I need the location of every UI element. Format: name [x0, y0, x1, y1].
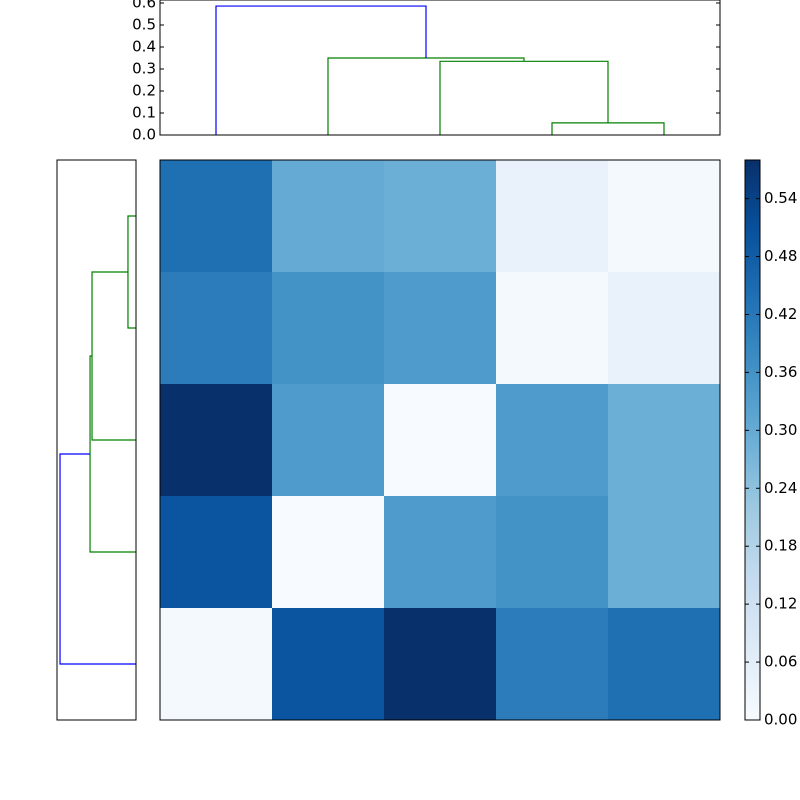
- heatmap-cell: [384, 608, 497, 721]
- axes-frame: [159, 159, 721, 721]
- dendrogram-link: [89, 355, 136, 553]
- dendrogram-link: [327, 57, 525, 135]
- dendrogram-link: [439, 60, 609, 135]
- y-tick-label: 0.4: [132, 38, 156, 56]
- heatmap-cell: [160, 496, 273, 609]
- heatmap-cell: [384, 496, 497, 609]
- y-tick-label: 0.2: [132, 82, 156, 100]
- heatmap-cell: [272, 608, 385, 721]
- axes-frame: [159, 0, 721, 136]
- y-tick-label: 0.6: [132, 0, 156, 12]
- heatmap-cell: [272, 496, 385, 609]
- colorbar-tick-label: 0.06: [764, 653, 797, 671]
- dendrogram-link: [91, 271, 136, 441]
- colorbar-tick-label: 0.54: [764, 189, 797, 207]
- y-tick-label: 0.0: [132, 126, 156, 144]
- colorbar-tick-label: 0.24: [764, 479, 797, 497]
- heatmap-cell: [496, 608, 609, 721]
- heatmap-cell: [496, 384, 609, 497]
- heatmap-cell: [160, 384, 273, 497]
- heatmap-cell: [272, 384, 385, 497]
- heatmap-cell: [608, 272, 721, 385]
- y-tick-label: 0.1: [132, 104, 156, 122]
- heatmap-cell: [496, 272, 609, 385]
- colorbar-tick-label: 0.48: [764, 247, 797, 265]
- heatmap-cell: [608, 384, 721, 497]
- heatmap-cell: [608, 608, 721, 721]
- heatmap-cell: [272, 272, 385, 385]
- heatmap-cell: [496, 496, 609, 609]
- colorbar-tick-label: 0.36: [764, 363, 797, 381]
- y-tick-label: 0.3: [132, 60, 156, 78]
- heatmap-cell: [608, 496, 721, 609]
- dendrogram-link: [215, 5, 427, 135]
- colorbar: [744, 159, 761, 721]
- heatmap-cell: [608, 160, 721, 273]
- heatmap-cell: [160, 608, 273, 721]
- colorbar-tick-label: 0.18: [764, 537, 797, 555]
- heatmap-cell: [496, 160, 609, 273]
- heatmap-cell: [384, 160, 497, 273]
- heatmap-cell: [384, 384, 497, 497]
- heatmap-cell: [160, 160, 273, 273]
- heatmap-cell: [384, 272, 497, 385]
- dendrogram-link: [551, 122, 665, 135]
- heatmap-cell: [160, 272, 273, 385]
- y-tick-label: 0.5: [132, 16, 156, 34]
- axes-frame: [56, 159, 137, 721]
- colorbar-tick-label: 0.42: [764, 305, 797, 323]
- colorbar-tick-label: 0.00: [764, 711, 797, 729]
- colorbar-tick-label: 0.30: [764, 421, 797, 439]
- heatmap-cell: [272, 160, 385, 273]
- dendrogram-link: [127, 215, 136, 329]
- dendrogram-link: [59, 453, 136, 665]
- colorbar-tick-label: 0.12: [764, 595, 797, 613]
